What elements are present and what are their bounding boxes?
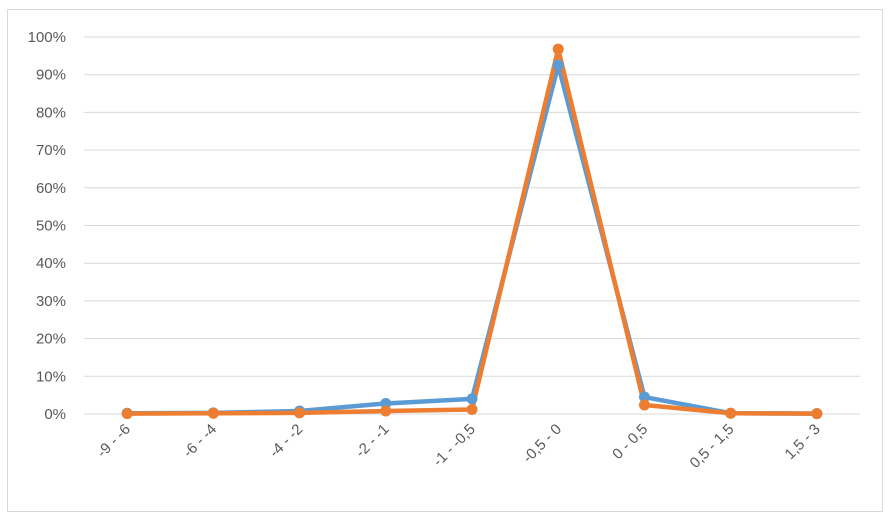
x-tick-label: -1 - -0,5: [430, 421, 479, 470]
y-tick-label: 70%: [36, 142, 66, 159]
series-1-point: [466, 393, 478, 405]
series-2-point: [380, 405, 392, 417]
y-tick-label: 90%: [36, 67, 66, 84]
y-tick-label: 10%: [36, 368, 66, 385]
x-tick-label: -4 - -2: [266, 421, 306, 461]
y-axis-tick-labels: 0% 10% 20% 30% 40% 50% 60% 70% 80% 90% 100%: [28, 29, 66, 423]
series-1-point: [638, 391, 650, 403]
series-2-point: [552, 43, 564, 55]
x-tick-label: -0,5 - 0: [519, 421, 565, 467]
x-tick-label: 1,5 - 3: [782, 421, 824, 463]
series-2-point: [638, 399, 650, 411]
y-tick-label: 100%: [28, 29, 66, 46]
x-axis-tick-labels: -9 - -6 -6 - -4 -4 - -2 -2 - -1 -1 - -0,5 -0,…: [94, 421, 824, 472]
series-lines: [121, 43, 823, 420]
x-tick-label: -6 - -4: [180, 421, 220, 461]
series-2-point: [811, 408, 823, 420]
series-2-point: [294, 407, 306, 419]
y-tick-label: 40%: [36, 255, 66, 272]
x-tick-label: -9 - -6: [94, 421, 134, 461]
y-tick-label: 50%: [36, 218, 66, 235]
y-tick-label: 30%: [36, 293, 66, 310]
series-1-point: [380, 397, 392, 409]
series-2-point: [466, 403, 478, 415]
series-2-point: [725, 407, 737, 419]
gridlines: [84, 36, 860, 415]
x-tick-label: 0,5 - 1,5: [687, 421, 738, 472]
series-2-line: [124, 46, 820, 416]
chart-frame: [7, 9, 883, 512]
series-2-point: [121, 408, 133, 420]
x-tick-label: 0 - 0,5: [609, 421, 651, 463]
y-tick-label: 0%: [44, 406, 66, 423]
series-1-line: [124, 63, 820, 416]
y-tick-label: 60%: [36, 180, 66, 197]
series-2-point: [207, 407, 219, 419]
y-tick-label: 20%: [36, 331, 66, 348]
series-1-point: [552, 59, 564, 71]
x-tick-label: -2 - -1: [352, 421, 392, 461]
y-tick-label: 80%: [36, 104, 66, 121]
